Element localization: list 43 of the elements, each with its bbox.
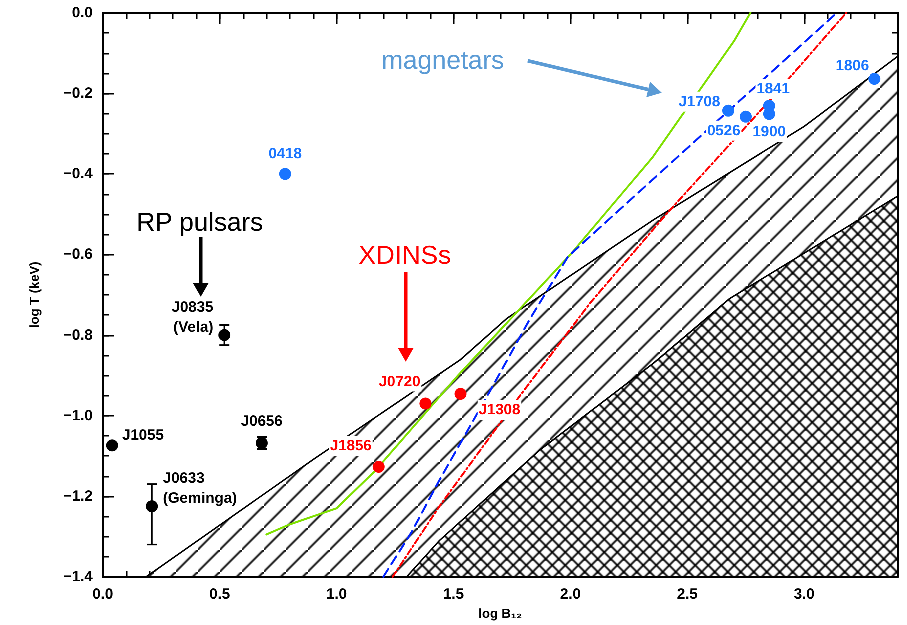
point — [868, 73, 881, 86]
y-tick-label: −1.0 — [63, 407, 93, 424]
x-tick-label: 1.0 — [326, 586, 348, 603]
x-tick-label: 0.0 — [92, 586, 114, 603]
annotation: J1055 — [122, 427, 164, 444]
point — [454, 388, 467, 400]
annotation: XDINSs — [358, 240, 452, 270]
point — [279, 168, 292, 180]
point — [218, 329, 231, 342]
x-tick-label: 2.5 — [677, 586, 698, 603]
annotation: 1841 — [756, 80, 790, 98]
annotation: magnetars — [382, 45, 504, 75]
annotation: 1806 — [836, 58, 870, 75]
point — [106, 440, 118, 452]
y-tick-label: −1.4 — [63, 568, 94, 586]
point — [372, 461, 385, 474]
annotation: 0526 — [707, 122, 741, 140]
y-tick-label: −1.2 — [63, 488, 93, 505]
y-tick-label: −0.4 — [63, 166, 94, 183]
annotation: J0656 — [241, 412, 283, 430]
annotation: J0720 — [378, 373, 421, 390]
annotation: J1308 — [478, 402, 521, 419]
annotation: J0633 (Geminga) — [163, 470, 238, 507]
x-tick-label: 2.0 — [560, 586, 582, 603]
y-axis-title: log T (keV) — [27, 262, 42, 328]
x-axis-title: log B₁₂ — [478, 606, 523, 621]
y-tick-label: −0.8 — [63, 326, 93, 344]
point — [740, 110, 752, 123]
annotation: RP pulsars — [136, 207, 264, 237]
annotation: 0418 — [268, 146, 302, 163]
point — [722, 104, 734, 117]
annotation: 1900 — [752, 124, 786, 141]
x-tick-label: 1.5 — [443, 586, 464, 603]
x-tick-label: 3.0 — [794, 586, 815, 603]
point — [420, 398, 432, 410]
point — [146, 500, 158, 512]
y-tick-label: −0.2 — [63, 85, 93, 102]
annotation: J0835 (Vela) — [172, 298, 214, 336]
x-tick-label: 0.5 — [209, 586, 230, 603]
y-tick-label: 0.0 — [72, 4, 93, 22]
annotation: J1856 — [330, 438, 372, 455]
annotation: J1708 — [678, 93, 720, 110]
y-tick-label: −0.6 — [63, 246, 93, 264]
